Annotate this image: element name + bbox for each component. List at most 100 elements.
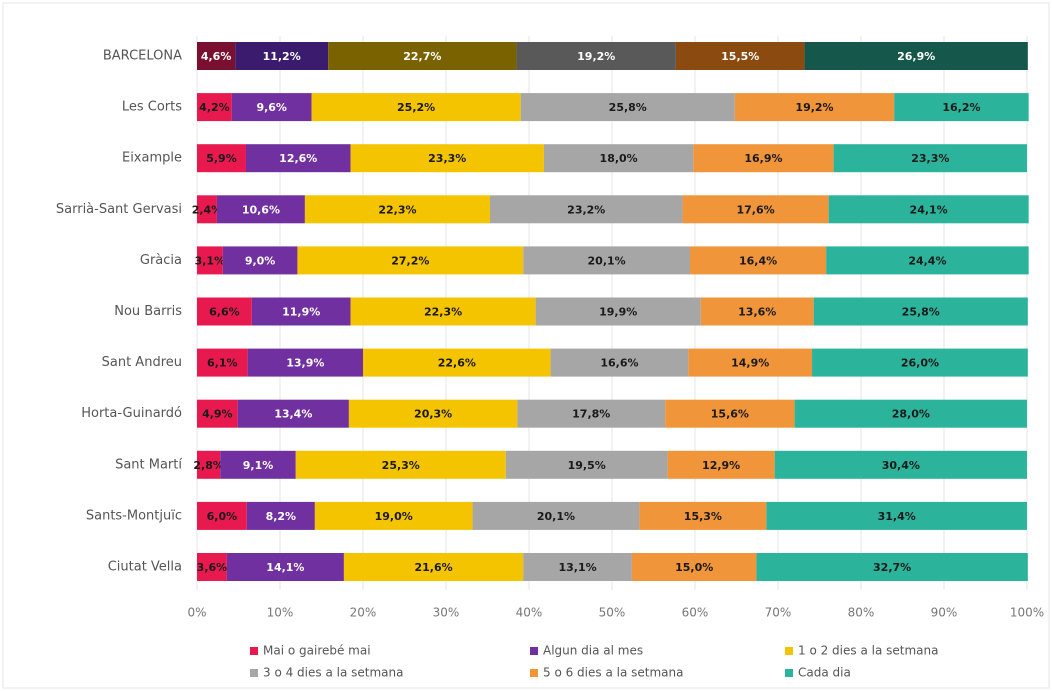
- category-label: Nou Barris: [114, 304, 182, 319]
- bar-segment: [766, 501, 1027, 530]
- legend-swatch: [250, 647, 258, 655]
- bar-segment: [311, 93, 521, 122]
- x-tick-label: 50%: [599, 606, 626, 620]
- value-label: 3,6%: [197, 561, 228, 574]
- value-label: 3,1%: [195, 254, 226, 267]
- bar-segment: [523, 553, 632, 581]
- value-label: 22,7%: [403, 50, 441, 63]
- value-label: 15,0%: [675, 561, 713, 574]
- bar-segment: [812, 348, 1028, 377]
- value-label: 16,2%: [942, 101, 980, 114]
- value-label: 24,1%: [910, 203, 948, 216]
- x-tick-label: 10%: [267, 606, 294, 620]
- x-tick-label: 100%: [1010, 606, 1044, 620]
- bar-segment: [197, 42, 236, 70]
- category-label: Les Corts: [122, 100, 182, 115]
- bar-segment: [231, 93, 312, 122]
- value-label: 21,6%: [414, 561, 452, 574]
- bar-segment: [550, 348, 689, 377]
- value-label: 2,4%: [192, 203, 223, 216]
- legend-swatch: [530, 669, 538, 677]
- value-label: 25,8%: [609, 101, 647, 114]
- bar-segment: [197, 246, 223, 275]
- legend-label: 1 o 2 dies a la setmana: [798, 644, 938, 658]
- bar-segment: [826, 246, 1029, 275]
- bar-segment: [197, 553, 227, 581]
- x-tick-label: 0%: [187, 606, 206, 620]
- value-label: 25,3%: [382, 459, 420, 472]
- legend-swatch: [785, 669, 793, 677]
- value-label: 11,9%: [282, 306, 320, 319]
- value-label: 6,0%: [207, 510, 238, 523]
- value-label: 13,6%: [738, 306, 776, 319]
- value-label: 23,3%: [428, 152, 466, 165]
- bar-segment: [328, 42, 517, 70]
- bar-segment: [675, 42, 805, 70]
- value-label: 12,9%: [702, 459, 740, 472]
- bar-segment: [220, 450, 296, 479]
- category-label: Gràcia: [140, 253, 182, 268]
- bar-segment: [350, 297, 536, 326]
- legend-label: 5 o 6 dies a la setmana: [543, 666, 683, 680]
- bar-segment: [734, 93, 895, 122]
- value-label: 19,2%: [577, 50, 615, 63]
- bar-segment: [197, 501, 247, 530]
- bar-segment: [350, 144, 544, 173]
- bar-segment: [197, 195, 217, 224]
- bar-segment: [222, 246, 298, 275]
- value-label: 10,6%: [242, 203, 280, 216]
- legend-label: Cada dia: [798, 666, 851, 680]
- bar-segment: [516, 42, 676, 70]
- value-label: 22,3%: [378, 203, 416, 216]
- x-tick-label: 20%: [350, 606, 377, 620]
- bar-segment: [247, 348, 363, 377]
- value-label: 23,2%: [567, 203, 605, 216]
- value-label: 4,6%: [201, 50, 232, 63]
- legend-swatch: [250, 669, 258, 677]
- x-tick-label: 70%: [765, 606, 792, 620]
- bar-segment: [688, 348, 813, 377]
- category-label: Sant Andreu: [102, 355, 182, 370]
- value-label: 6,6%: [209, 306, 240, 319]
- bar-segment: [348, 399, 518, 428]
- value-label: 13,4%: [274, 408, 312, 421]
- category-label: Sant Martí: [115, 457, 182, 472]
- value-label: 22,6%: [438, 357, 476, 370]
- bar-segment: [472, 501, 640, 530]
- value-label: 23,3%: [911, 152, 949, 165]
- bar-segment: [197, 450, 221, 479]
- bar-segment: [833, 144, 1027, 173]
- bar-segment: [197, 144, 246, 173]
- bar-segment: [682, 195, 829, 224]
- value-label: 15,3%: [684, 510, 722, 523]
- value-label: 19,9%: [599, 306, 637, 319]
- category-label: Sarrià-Sant Gervasi: [56, 202, 182, 217]
- bar-segment: [690, 246, 827, 275]
- bar-segment: [543, 144, 694, 173]
- bar-segment: [226, 553, 344, 581]
- bar-segment: [520, 93, 735, 122]
- value-label: 32,7%: [873, 561, 911, 574]
- bar-segment: [774, 450, 1027, 479]
- bar-segment: [295, 450, 506, 479]
- bar-segment: [246, 501, 315, 530]
- legend-swatch: [530, 647, 538, 655]
- bar-segment: [245, 144, 351, 173]
- bar-segment: [794, 399, 1027, 428]
- x-tick-label: 40%: [516, 606, 543, 620]
- bar-segment: [700, 297, 814, 326]
- value-label: 22,3%: [424, 306, 462, 319]
- value-label: 4,2%: [199, 101, 230, 114]
- bar-segment: [828, 195, 1029, 224]
- bar-segment: [667, 450, 775, 479]
- bar-segment: [197, 399, 238, 428]
- bar-segment: [523, 246, 691, 275]
- bar-segment: [304, 195, 490, 224]
- legend-swatch: [785, 647, 793, 655]
- value-label: 11,2%: [263, 50, 301, 63]
- value-label: 20,1%: [588, 254, 626, 267]
- value-label: 26,9%: [897, 50, 935, 63]
- bar-segment: [517, 399, 666, 428]
- bar-segment: [894, 93, 1029, 122]
